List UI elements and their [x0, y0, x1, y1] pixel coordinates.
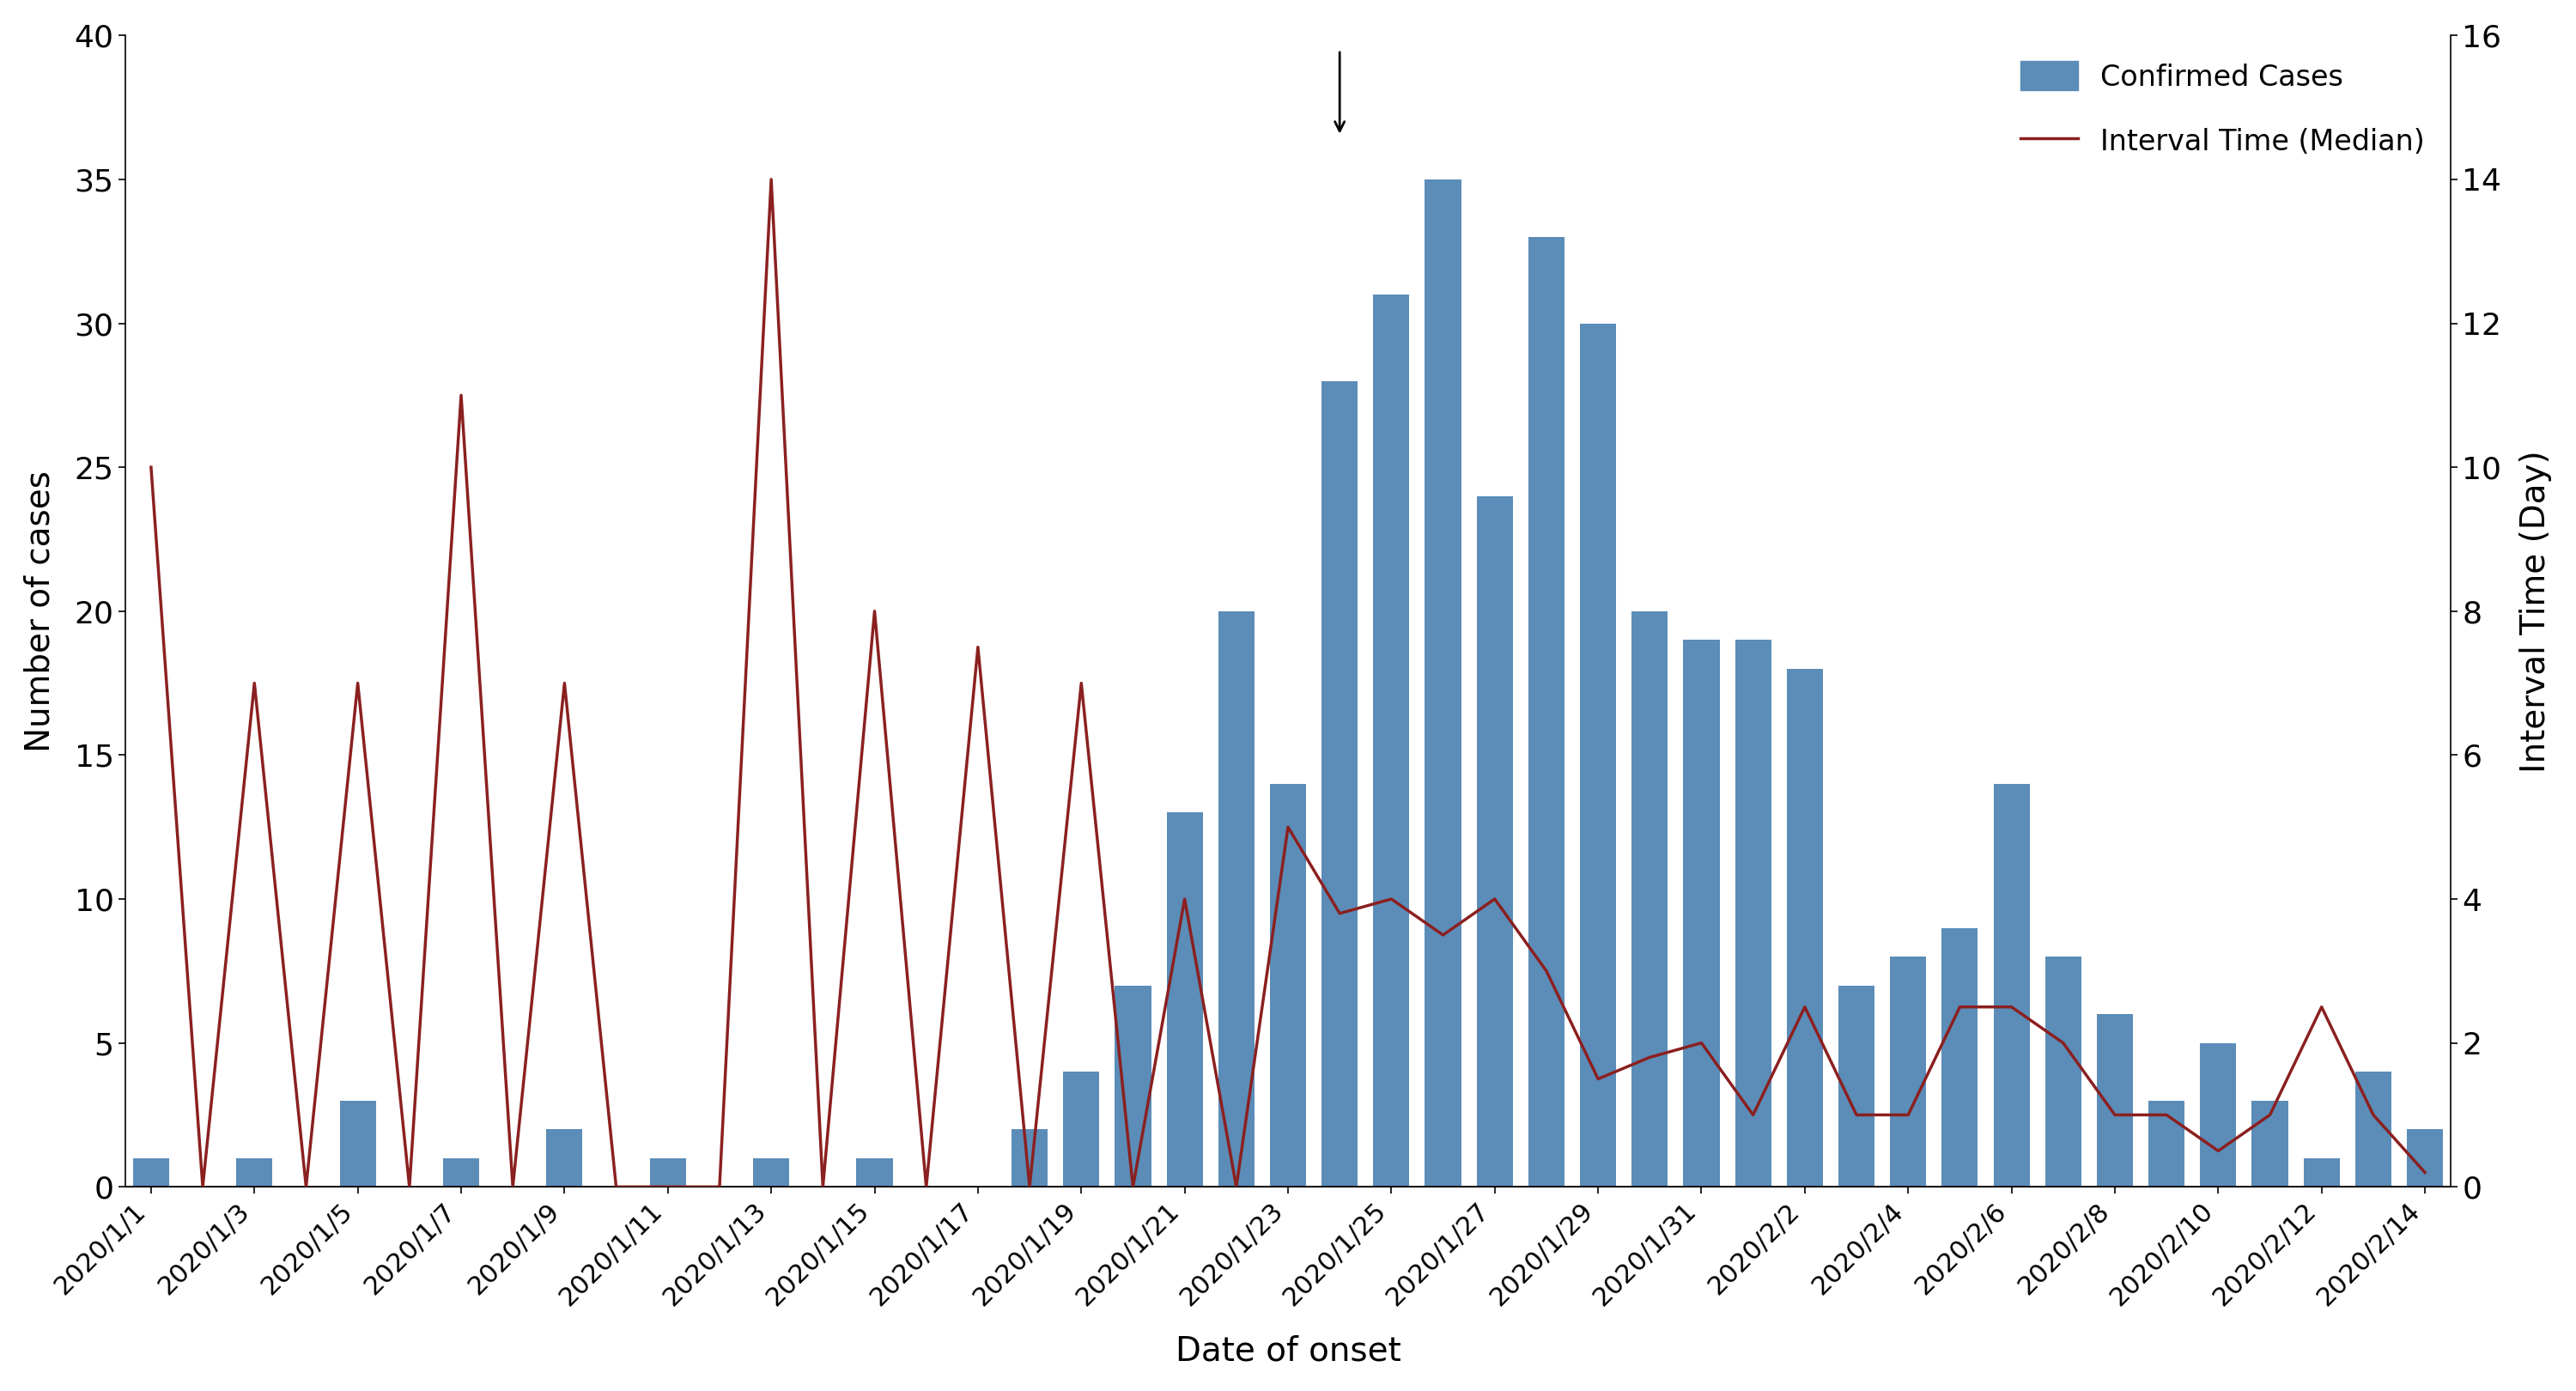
Bar — [1425, 179, 1461, 1187]
Bar — [1373, 295, 1409, 1187]
Bar — [237, 1159, 273, 1187]
Bar — [855, 1159, 894, 1187]
Bar — [1064, 1071, 1100, 1187]
Bar — [2354, 1071, 2391, 1187]
Bar — [1994, 785, 2030, 1187]
Bar — [649, 1159, 685, 1187]
Bar — [2148, 1100, 2184, 1187]
Bar — [2200, 1043, 2236, 1187]
Bar — [1736, 640, 1772, 1187]
Bar — [134, 1159, 170, 1187]
Bar — [1579, 323, 1615, 1187]
Bar — [1682, 640, 1721, 1187]
Bar — [1631, 611, 1667, 1187]
Bar — [1321, 381, 1358, 1187]
Bar — [1115, 985, 1151, 1187]
X-axis label: Date of onset: Date of onset — [1175, 1334, 1401, 1367]
Bar — [443, 1159, 479, 1187]
Legend: Confirmed Cases, Interval Time (Median): Confirmed Cases, Interval Time (Median) — [2009, 50, 2437, 168]
Bar — [2406, 1129, 2442, 1187]
Bar — [2045, 957, 2081, 1187]
Bar — [1218, 611, 1255, 1187]
Bar — [1788, 669, 1824, 1187]
Y-axis label: Interval Time (Day): Interval Time (Day) — [2519, 449, 2553, 772]
Y-axis label: Number of cases: Number of cases — [23, 470, 57, 753]
Bar — [2303, 1159, 2339, 1187]
Bar — [1167, 812, 1203, 1187]
Bar — [1528, 236, 1564, 1187]
Bar — [340, 1100, 376, 1187]
Bar — [1012, 1129, 1048, 1187]
Bar — [546, 1129, 582, 1187]
Bar — [2097, 1014, 2133, 1187]
Bar — [1839, 985, 1875, 1187]
Bar — [1270, 785, 1306, 1187]
Bar — [752, 1159, 788, 1187]
Bar — [1476, 497, 1512, 1187]
Bar — [1891, 957, 1927, 1187]
Bar — [1942, 928, 1978, 1187]
Bar — [2251, 1100, 2287, 1187]
